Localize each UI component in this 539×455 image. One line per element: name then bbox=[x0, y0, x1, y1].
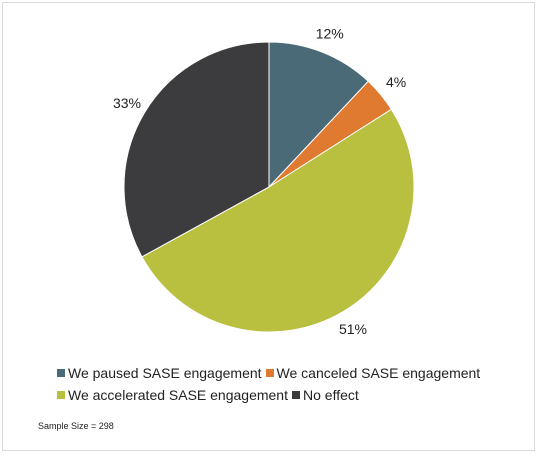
data-label-2: 51% bbox=[339, 321, 367, 337]
legend-swatch-0 bbox=[57, 369, 65, 377]
legend: We paused SASE engagement We canceled SAS… bbox=[57, 365, 527, 403]
data-label-0: 12% bbox=[316, 26, 344, 42]
legend-item-2: We accelerated SASE engagement bbox=[57, 387, 288, 403]
pie-slice-3 bbox=[123, 41, 270, 258]
pie-chart: 12% 4% 51% 33% bbox=[113, 26, 415, 337]
pie-slice-0 bbox=[268, 41, 369, 189]
sample-size-note: Sample Size = 298 bbox=[38, 421, 114, 431]
chart-frame: 12% 4% 51% 33% We paused SASE engagement We … bbox=[2, 2, 535, 451]
legend-swatch-1 bbox=[265, 369, 274, 377]
pie-slice-2 bbox=[141, 108, 415, 333]
legend-item-3: No effect bbox=[292, 387, 359, 403]
legend-label-2: We accelerated SASE engagement bbox=[68, 387, 288, 403]
legend-label-0: We paused SASE engagement bbox=[68, 365, 262, 381]
legend-swatch-3 bbox=[292, 391, 300, 399]
data-label-1: 4% bbox=[386, 74, 406, 90]
legend-label-1: We canceled SASE engagement bbox=[276, 365, 481, 381]
legend-item-1: We canceled SASE engagement bbox=[265, 365, 481, 381]
legend-swatch-2 bbox=[57, 391, 65, 399]
legend-label-3: No effect bbox=[303, 387, 359, 403]
legend-item-0: We paused SASE engagement bbox=[57, 365, 262, 381]
data-label-3: 33% bbox=[113, 95, 141, 111]
